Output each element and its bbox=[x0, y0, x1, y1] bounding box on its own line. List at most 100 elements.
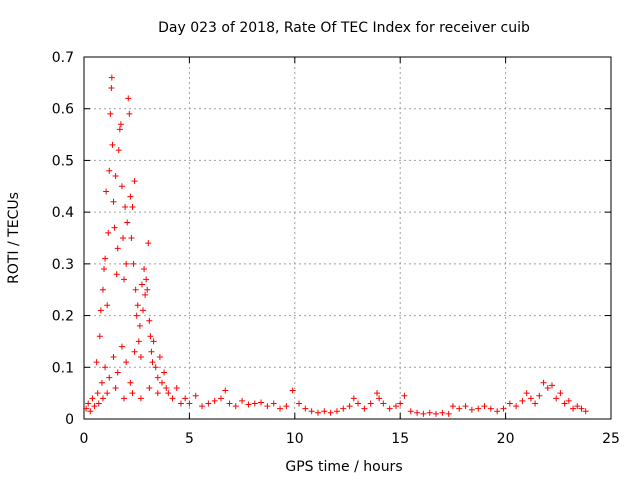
data-point bbox=[540, 379, 547, 386]
data-point bbox=[146, 317, 153, 324]
data-point bbox=[124, 219, 131, 226]
data-point bbox=[121, 276, 128, 283]
data-point bbox=[131, 348, 138, 355]
data-point bbox=[481, 403, 488, 410]
data-point bbox=[251, 400, 258, 407]
data-point bbox=[222, 387, 229, 394]
data-point bbox=[110, 198, 117, 205]
data-point bbox=[532, 400, 539, 407]
data-point bbox=[226, 400, 233, 407]
data-point bbox=[109, 141, 116, 148]
data-point bbox=[574, 403, 581, 410]
y-tick-label: 0.2 bbox=[52, 309, 74, 325]
y-tick-label: 0 bbox=[65, 412, 74, 428]
data-point bbox=[114, 369, 121, 376]
data-point bbox=[96, 333, 103, 340]
y-tick-label: 0.6 bbox=[52, 102, 74, 118]
data-point bbox=[258, 399, 265, 406]
data-point bbox=[125, 95, 132, 102]
data-point bbox=[91, 403, 98, 410]
data-point bbox=[468, 406, 475, 413]
data-point bbox=[199, 403, 206, 410]
data-point bbox=[156, 353, 163, 360]
x-tick-label: 0 bbox=[80, 431, 89, 447]
data-point bbox=[500, 405, 507, 412]
data-point bbox=[147, 333, 154, 340]
data-point bbox=[506, 400, 513, 407]
data-point bbox=[129, 203, 136, 210]
data-point bbox=[361, 405, 368, 412]
data-point bbox=[536, 392, 543, 399]
data-point bbox=[557, 390, 564, 397]
data-point bbox=[173, 384, 180, 391]
data-point bbox=[420, 410, 427, 417]
data-point bbox=[433, 410, 440, 417]
data-point bbox=[553, 395, 560, 402]
data-point bbox=[561, 400, 568, 407]
data-point bbox=[149, 359, 156, 366]
data-point bbox=[355, 400, 362, 407]
data-point bbox=[445, 410, 452, 417]
data-point bbox=[407, 408, 414, 415]
data-point bbox=[163, 384, 170, 391]
data-point bbox=[123, 359, 130, 366]
y-tick-label: 0.4 bbox=[52, 205, 74, 221]
data-points bbox=[83, 74, 589, 417]
data-point bbox=[350, 395, 357, 402]
axis-ticks: 0 5 10 15 20 25 0 0.1 0.2 0.3 0.4 0.5 0.6 0.7 bbox=[52, 50, 620, 447]
data-point bbox=[127, 193, 134, 200]
data-point bbox=[513, 403, 520, 410]
data-point bbox=[107, 110, 114, 117]
data-point bbox=[123, 260, 130, 267]
data-point bbox=[374, 390, 381, 397]
data-point bbox=[386, 405, 393, 412]
data-point bbox=[449, 403, 456, 410]
data-point bbox=[126, 110, 133, 117]
data-point bbox=[99, 395, 106, 402]
data-point bbox=[130, 260, 137, 267]
data-point bbox=[182, 395, 189, 402]
data-point bbox=[122, 203, 129, 210]
data-point bbox=[270, 400, 277, 407]
data-point bbox=[116, 126, 123, 133]
data-point bbox=[192, 392, 199, 399]
data-point bbox=[134, 302, 141, 309]
data-point bbox=[367, 400, 374, 407]
data-point bbox=[106, 374, 113, 381]
data-point bbox=[127, 379, 134, 386]
x-tick-label: 20 bbox=[497, 431, 515, 447]
data-point bbox=[158, 379, 165, 386]
data-point bbox=[439, 409, 446, 416]
data-point bbox=[133, 312, 140, 319]
data-point bbox=[114, 245, 121, 252]
data-point bbox=[414, 409, 421, 416]
data-point bbox=[239, 397, 246, 404]
data-point bbox=[87, 408, 94, 415]
data-point bbox=[115, 147, 122, 154]
data-point bbox=[110, 353, 117, 360]
data-point bbox=[98, 379, 105, 386]
data-point bbox=[397, 400, 404, 407]
data-point bbox=[283, 403, 290, 410]
data-point bbox=[475, 405, 482, 412]
data-point bbox=[106, 167, 113, 174]
data-point bbox=[548, 382, 555, 389]
data-point bbox=[93, 359, 100, 366]
data-point bbox=[456, 405, 463, 412]
data-point bbox=[523, 390, 530, 397]
x-tick-label: 10 bbox=[286, 431, 304, 447]
data-point bbox=[302, 405, 309, 412]
data-point bbox=[232, 403, 239, 410]
data-point bbox=[205, 400, 212, 407]
y-tick-label: 0.3 bbox=[52, 257, 74, 273]
data-point bbox=[85, 400, 92, 407]
data-point bbox=[154, 390, 161, 397]
data-point bbox=[83, 405, 90, 412]
data-point bbox=[376, 395, 383, 402]
data-point bbox=[308, 408, 315, 415]
data-point bbox=[118, 343, 125, 350]
data-point bbox=[333, 408, 340, 415]
data-point bbox=[145, 240, 152, 247]
data-point bbox=[346, 403, 353, 410]
data-point bbox=[104, 302, 111, 309]
